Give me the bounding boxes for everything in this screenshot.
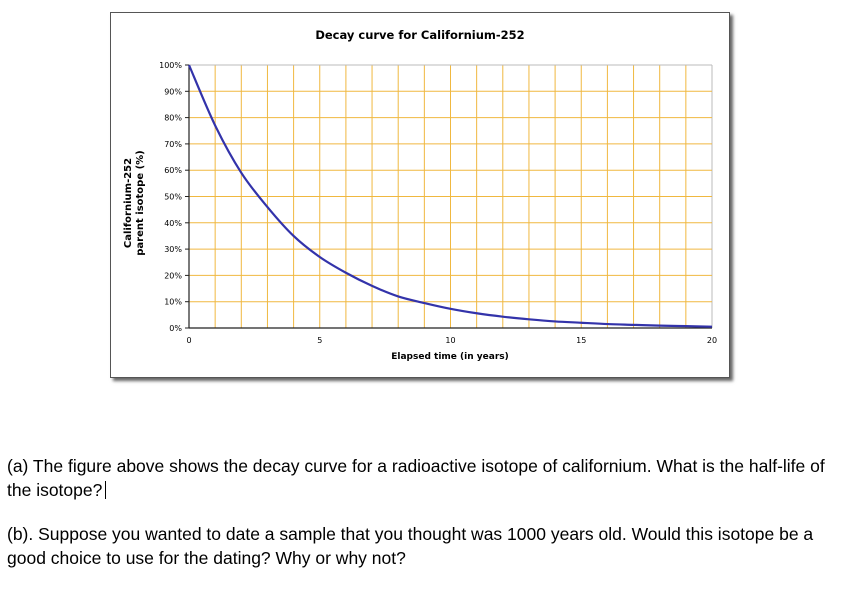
question-a-text: (a) The figure above shows the decay cur… [7, 456, 825, 500]
y-axis-label: Californium-252 parent isotope (%) [123, 150, 146, 255]
grid [189, 64, 713, 328]
chart-title: Decay curve for Californium-252 [315, 28, 524, 42]
y-tick-label: 100% [159, 61, 182, 70]
x-tick-label: 0 [186, 336, 191, 345]
x-tick-label: 15 [576, 336, 586, 345]
y-tick-label: 80% [164, 114, 182, 123]
question-b: (b). Suppose you wanted to date a sample… [7, 524, 814, 568]
chart-frame: Decay curve for Californium-252 Californ… [110, 12, 730, 378]
text-cursor[interactable] [105, 481, 107, 499]
y-tick-label: 70% [164, 140, 182, 149]
x-tick-label: 5 [317, 336, 322, 345]
decay-curve-line [187, 64, 713, 328]
data-points [188, 64, 713, 327]
tick-labels: 0% 10% 20% 30% 40% 50% 60% 70% 80% 90% 100% 0 5 10 15 2… [159, 61, 717, 345]
y-tick-label: 60% [164, 166, 182, 175]
y-tick-label: 90% [164, 87, 182, 96]
y-tick-label: 20% [164, 271, 182, 280]
axes [185, 64, 712, 329]
x-tick-label: 10 [445, 336, 455, 345]
y-tick-label: 50% [164, 193, 182, 202]
y-tick-label: 10% [164, 298, 182, 307]
y-tick-label: 40% [164, 219, 182, 228]
x-axis-label: Elapsed time (in years) [391, 352, 508, 362]
decay-chart: Decay curve for Californium-252 Californ… [123, 28, 717, 362]
x-tick-label: 20 [707, 336, 717, 345]
question-a: (a) The figure above shows the decay cur… [7, 454, 837, 502]
y-axis-label-line-1: Californium-252 [123, 158, 134, 248]
y-axis-label-line-2: parent isotope (%) [135, 150, 146, 255]
y-tick-label: 0% [169, 324, 182, 333]
y-tick-label: 30% [164, 245, 182, 254]
